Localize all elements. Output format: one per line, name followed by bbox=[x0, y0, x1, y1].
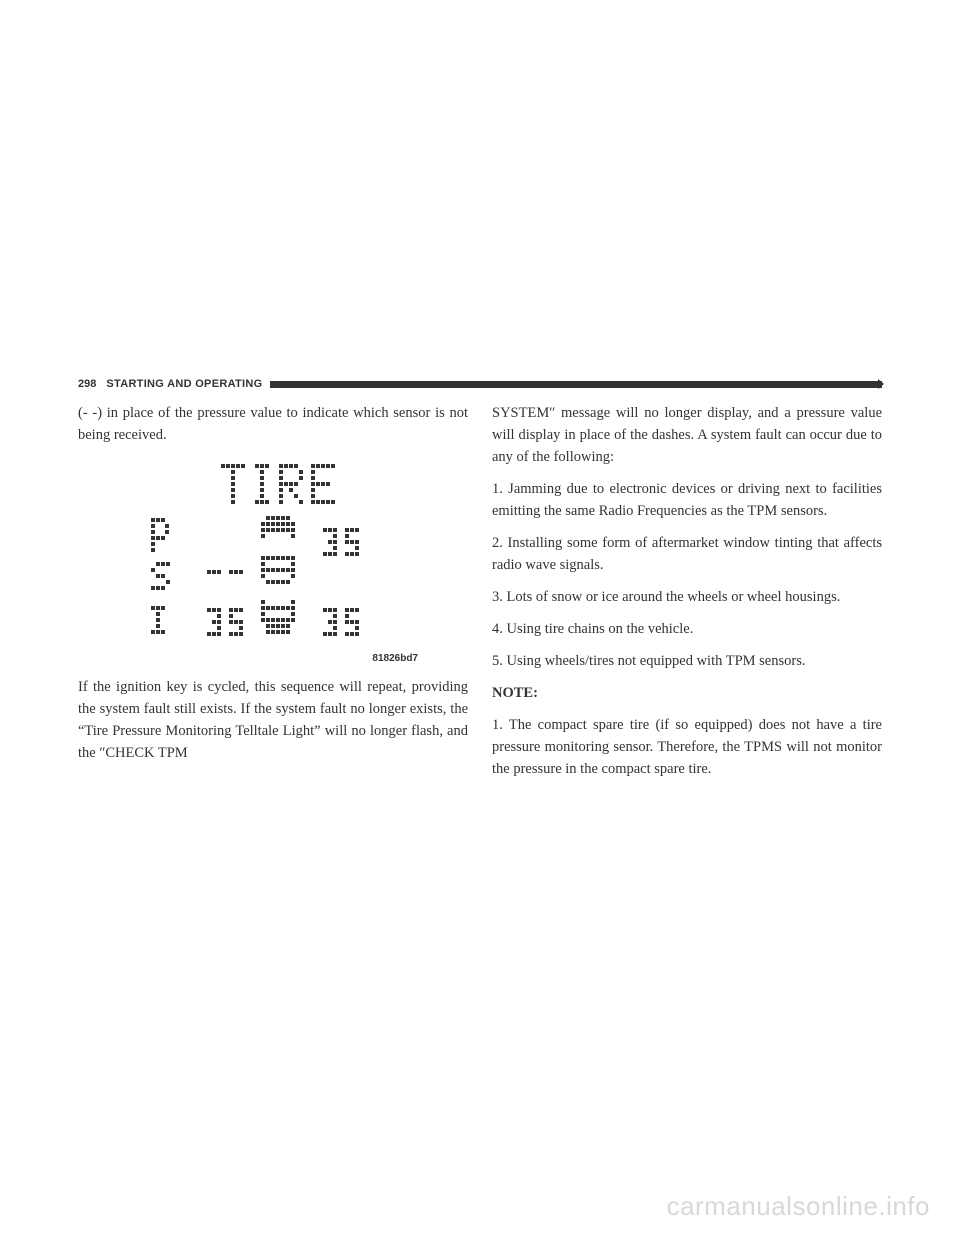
image-caption: 81826bd7 bbox=[78, 651, 468, 666]
right-column: SYSTEM″ message will no longer display, … bbox=[492, 402, 882, 790]
right-intro-text: SYSTEM″ message will no longer display, … bbox=[492, 402, 882, 468]
list-item-2: 2. Installing some form of aftermarket w… bbox=[492, 532, 882, 576]
watermark: carmanualsonline.info bbox=[667, 1191, 930, 1222]
list-item-5: 5. Using wheels/tires not equipped with … bbox=[492, 650, 882, 672]
page-number: 298 bbox=[78, 378, 96, 390]
page-header: 298 STARTING AND OPERATING bbox=[78, 378, 882, 390]
section-title: STARTING AND OPERATING bbox=[106, 378, 262, 390]
list-item-1: 1. Jamming due to electronic devices or … bbox=[492, 478, 882, 522]
header-bar bbox=[270, 381, 882, 388]
left-body-text: If the ignition key is cycled, this sequ… bbox=[78, 676, 468, 764]
list-item-4: 4. Using tire chains on the vehicle. bbox=[492, 618, 882, 640]
note-item-1: 1. The compact spare tire (if so equippe… bbox=[492, 714, 882, 780]
tire-pressure-display bbox=[133, 460, 413, 645]
list-item-3: 3. Lots of snow or ice around the wheels… bbox=[492, 586, 882, 608]
note-label: NOTE: bbox=[492, 685, 538, 701]
left-intro-text: (- -) in place of the pressure value to … bbox=[78, 402, 468, 446]
left-column: (- -) in place of the pressure value to … bbox=[78, 402, 468, 790]
